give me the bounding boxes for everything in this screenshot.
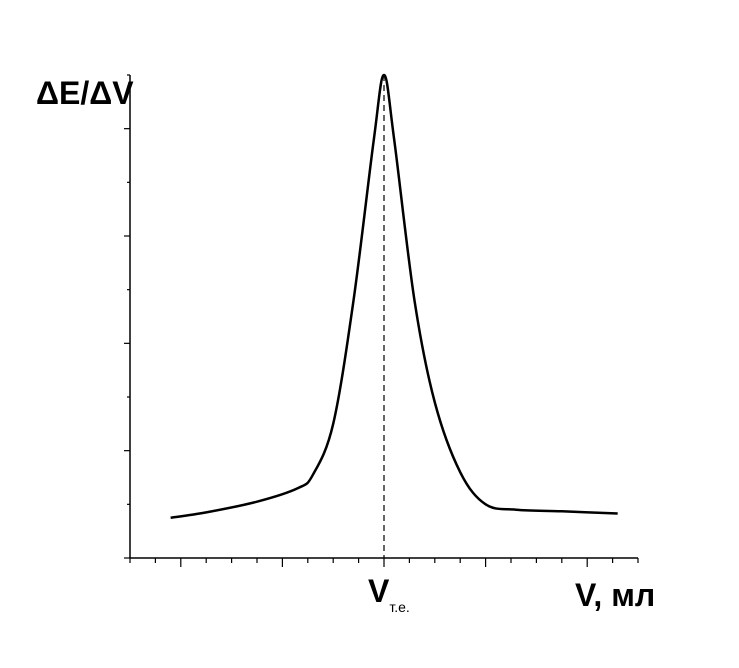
equivalence-volume-main: V [368,573,390,609]
x-axis-ticks [129,558,639,567]
equivalence-volume-label: Vт.е. [368,573,410,615]
x-axis-label: V, мл [575,577,655,613]
equivalence-volume-subscript: т.е. [389,599,409,615]
y-axis-ticks [124,74,130,559]
derivative-curve [170,73,618,519]
y-axis-label: ΔE/ΔV [36,75,134,111]
